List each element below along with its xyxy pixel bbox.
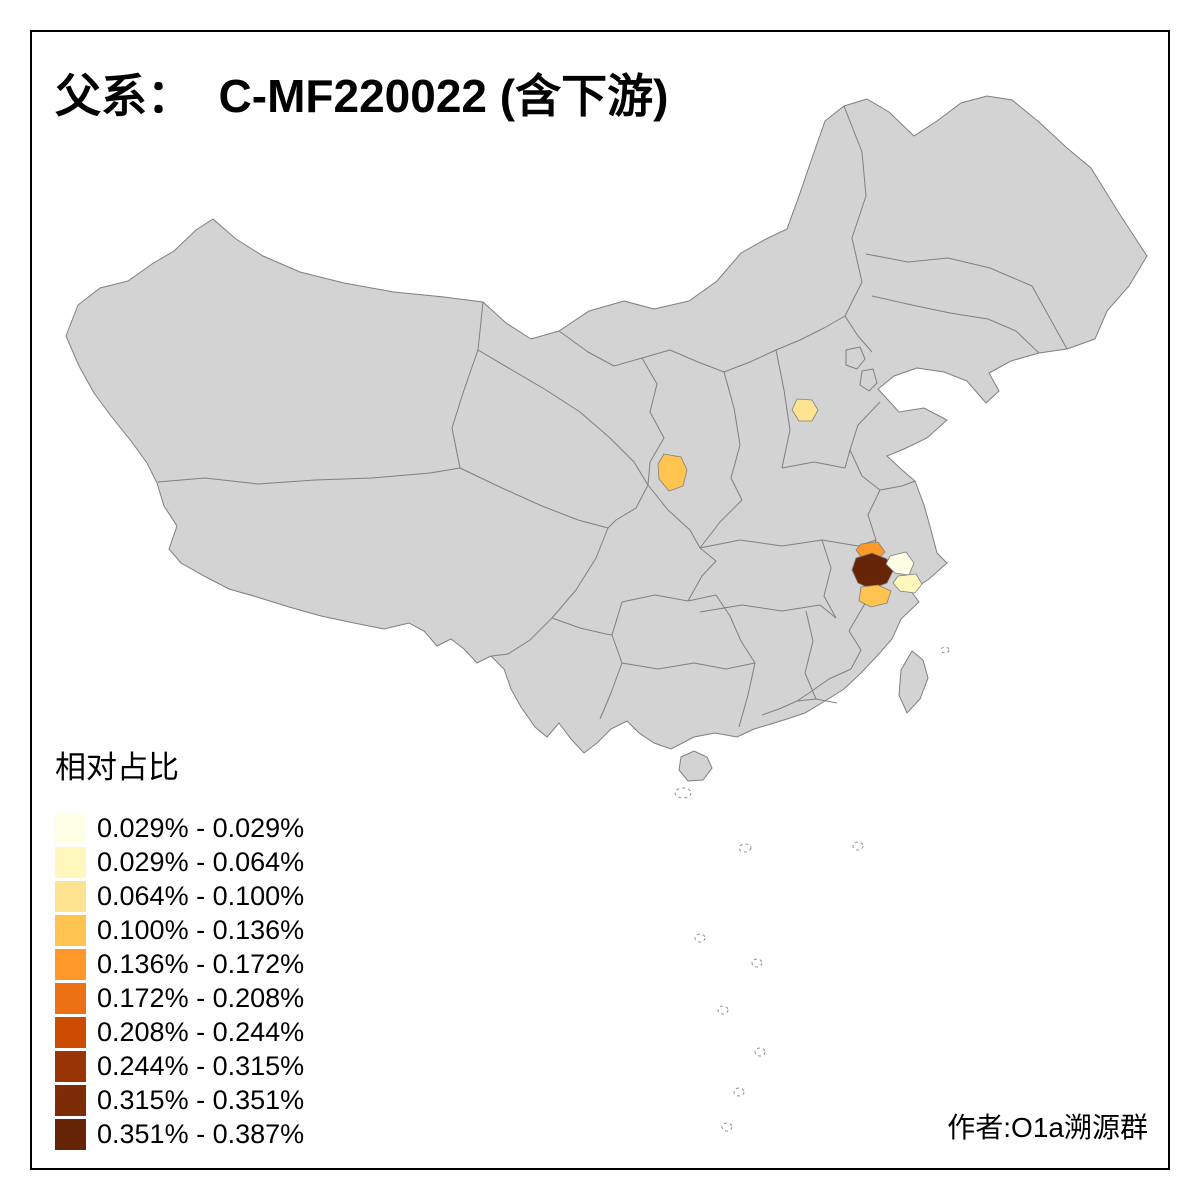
plot-frame xyxy=(30,30,1170,1170)
legend-swatch xyxy=(55,1051,86,1082)
legend-swatch xyxy=(55,813,86,844)
south-china-sea-islands xyxy=(674,646,950,1132)
legend-swatch xyxy=(55,847,86,878)
legend-swatch xyxy=(55,949,86,980)
legend-row: 0.064% - 0.100% xyxy=(55,881,304,912)
legend-label: 0.064% - 0.100% xyxy=(97,881,305,911)
legend-row: 0.244% - 0.315% xyxy=(55,1051,304,1082)
region-anhui-jiangsu-dark xyxy=(851,552,894,590)
legend-label: 0.315% - 0.351% xyxy=(97,1085,305,1115)
legend-label: 0.136% - 0.172% xyxy=(97,949,305,979)
legend-label: 0.244% - 0.315% xyxy=(97,1051,305,1081)
province-borders xyxy=(157,105,1068,728)
region-south-anhui xyxy=(858,584,892,608)
legend-row: 0.136% - 0.172% xyxy=(55,949,304,980)
hainan-island xyxy=(678,750,713,782)
legend-swatch xyxy=(55,915,86,946)
highlighted-regions xyxy=(657,398,923,608)
legend-title: 相对占比 xyxy=(55,750,179,785)
taiwan-island xyxy=(898,650,929,714)
region-west-shandong xyxy=(791,398,819,422)
region-central-shaanxi xyxy=(657,453,688,492)
legend-row: 0.351% - 0.387% xyxy=(55,1119,304,1150)
legend-row: 0.172% - 0.208% xyxy=(55,983,304,1014)
region-north-zhejiang xyxy=(892,573,923,594)
legend-row: 0.029% - 0.029% xyxy=(55,813,304,844)
legend-swatch xyxy=(55,1085,86,1116)
legend-swatch xyxy=(55,1119,86,1150)
legend-label: 0.208% - 0.244% xyxy=(97,1017,305,1047)
legend-row: 0.208% - 0.244% xyxy=(55,1017,304,1048)
legend-swatch xyxy=(55,881,86,912)
legend-label: 0.029% - 0.029% xyxy=(97,813,305,843)
legend-swatch xyxy=(55,983,86,1014)
legend-label: 0.172% - 0.208% xyxy=(97,983,305,1013)
legend-label: 0.351% - 0.387% xyxy=(97,1119,305,1149)
legend-row: 0.029% - 0.064% xyxy=(55,847,304,878)
legend-label: 0.029% - 0.064% xyxy=(97,847,305,877)
legend-row: 0.315% - 0.351% xyxy=(55,1085,304,1116)
legend-swatch xyxy=(55,1017,86,1048)
legend-rows: 0.029% - 0.029% 0.029% - 0.064% 0.064% - 0… xyxy=(55,813,304,1150)
legend: 相对占比 0.029% - 0.029% 0.029% - 0.064% 0.064… xyxy=(55,742,304,1153)
china-mainland xyxy=(65,95,1148,754)
legend-label: 0.100% - 0.136% xyxy=(97,915,305,945)
author-credit: 作者:O1a溯源群 xyxy=(947,1112,1148,1143)
page-title: 父系： C-MF220022 (含下游) xyxy=(55,70,669,122)
legend-row: 0.100% - 0.136% xyxy=(55,915,304,946)
